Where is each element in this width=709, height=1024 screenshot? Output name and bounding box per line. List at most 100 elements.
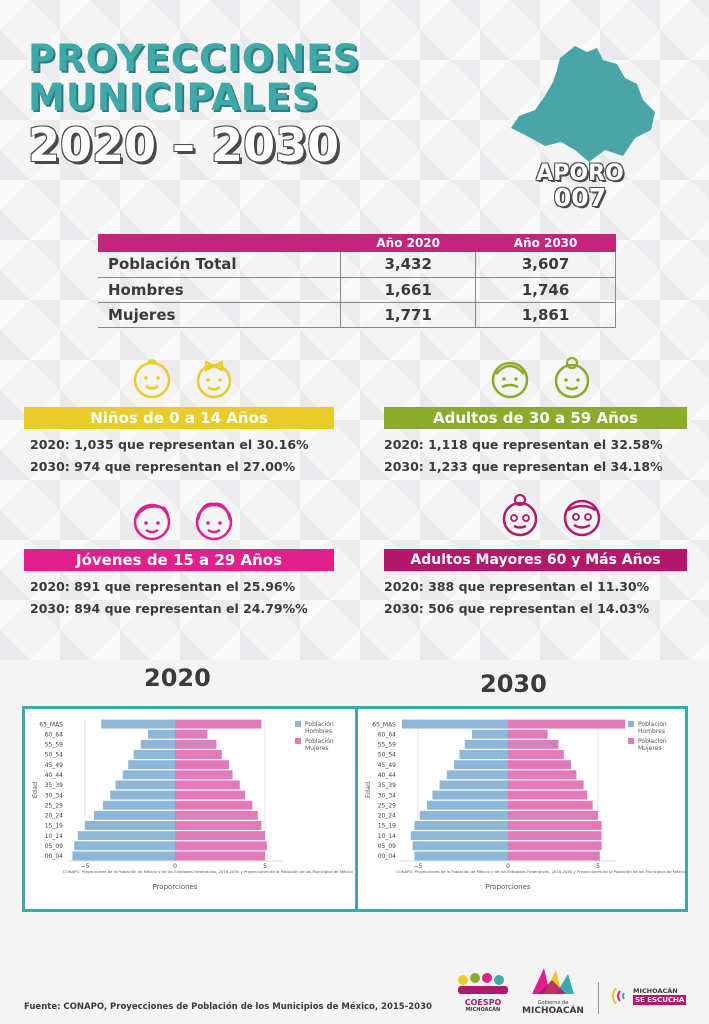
legend-label-1: Población bbox=[305, 738, 334, 745]
coespo-logo: COESPO MICHOACÁN bbox=[455, 972, 511, 1013]
y-axis-label: Edad bbox=[364, 782, 372, 798]
bar bbox=[85, 821, 175, 830]
bar bbox=[94, 810, 175, 820]
y-tick-label: 60_64 bbox=[378, 731, 396, 738]
bar bbox=[472, 729, 508, 739]
y-tick-label: 00_04 bbox=[378, 853, 396, 860]
title-line-1: PROYECCIONES bbox=[28, 37, 361, 80]
young-man-icon bbox=[133, 503, 171, 541]
y-tick-label: 15_19 bbox=[378, 823, 396, 830]
escucha-logo-text-2: SE ESCUCHA bbox=[633, 995, 687, 1005]
bar bbox=[72, 851, 175, 861]
table-header-2030: Año 2030 bbox=[475, 234, 616, 252]
legend-label-1: Población bbox=[638, 721, 667, 728]
y-tick-label: 65_MAS bbox=[372, 721, 396, 728]
x-axis-label: Proporciones bbox=[152, 883, 197, 891]
mayores-title-bar: Adultos Mayores 60 y Más Años bbox=[384, 549, 687, 571]
table-header-row: Año 2020 Año 2030 bbox=[98, 234, 616, 252]
population-pyramid-2030: 65_MAS 60_64 55_59 50_54 45_49 40_44 35_39 30_3… bbox=[364, 719, 686, 891]
y-tick-label: 25_29 bbox=[45, 802, 63, 809]
title-line-3: 2020 – 2030 bbox=[28, 118, 340, 172]
bar bbox=[175, 729, 208, 739]
bar bbox=[508, 841, 602, 851]
adultos-2020-line: 2020: 1,118 que representan el 32.58% bbox=[384, 437, 663, 452]
x-tick-label: −5 bbox=[81, 863, 90, 870]
bar bbox=[74, 841, 175, 851]
bar bbox=[508, 729, 548, 739]
y-tick-label: 20_24 bbox=[378, 813, 396, 820]
value-2030: 1,861 bbox=[475, 302, 616, 328]
elderly-woman-icon bbox=[502, 494, 538, 537]
bar bbox=[464, 739, 508, 749]
y-tick-label: 15_19 bbox=[45, 823, 63, 830]
chart-divider bbox=[355, 709, 358, 909]
jovenes-2020-line: 2020: 891 que representan el 25.96% bbox=[30, 579, 296, 594]
escucha-logo-text-1: MICHOACÁN bbox=[633, 987, 678, 995]
y-axis-label: Edad bbox=[31, 782, 39, 798]
jovenes-title-bar: Jóvenes de 15 a 29 Años bbox=[24, 549, 334, 571]
legend-label-1: Población bbox=[638, 738, 667, 745]
bar bbox=[412, 841, 508, 851]
jovenes-icons bbox=[130, 498, 236, 542]
legend-swatch bbox=[628, 721, 634, 727]
ninos-icons bbox=[130, 356, 236, 400]
chart-2030-year: 2030 bbox=[480, 670, 547, 698]
legend-label-1: Población bbox=[305, 721, 334, 728]
adultos-2030-line: 2030: 1,233 que representan el 34.18% bbox=[384, 459, 663, 474]
bar bbox=[508, 851, 600, 861]
population-table: Año 2020 Año 2030 Población Total 3,432 … bbox=[98, 234, 616, 328]
bar bbox=[508, 790, 588, 800]
value-2020: 1,661 bbox=[340, 277, 477, 303]
legend-label-2: Hombres bbox=[305, 728, 332, 735]
value-2020: 1,771 bbox=[340, 302, 477, 328]
x-axis-label: Proporciones bbox=[485, 883, 530, 891]
bar bbox=[133, 750, 175, 759]
bar bbox=[454, 760, 508, 770]
municipality-code: 007 bbox=[553, 183, 607, 213]
bar bbox=[432, 790, 508, 800]
bar bbox=[175, 821, 262, 830]
y-tick-label: 10_14 bbox=[378, 833, 396, 840]
mayores-icons bbox=[498, 494, 604, 538]
bar bbox=[508, 780, 584, 790]
bar bbox=[175, 750, 222, 759]
page-title: PROYECCIONES MUNICIPALES 2020 – 2030 bbox=[28, 40, 360, 168]
mayores-2030-line: 2030: 506 que representan el 14.03% bbox=[384, 601, 650, 616]
y-tick-label: 45_49 bbox=[378, 762, 396, 769]
coespo-logo-text-2: MICHOACÁN bbox=[465, 1007, 501, 1013]
y-tick-label: 40_44 bbox=[45, 772, 63, 779]
adult-woman-icon bbox=[554, 356, 590, 399]
population-pyramid-2020: 65_MAS 60_64 55_59 50_54 45_49 40_44 35_39 30_3… bbox=[31, 719, 353, 891]
bar bbox=[414, 851, 508, 861]
adultos-icons bbox=[488, 356, 594, 400]
y-tick-label: 30_34 bbox=[378, 792, 396, 799]
bar bbox=[175, 810, 258, 820]
bar bbox=[427, 800, 508, 810]
adultos-title-bar: Adultos de 30 a 59 Años bbox=[384, 407, 687, 429]
mayores-2020-line: 2020: 388 que representan el 11.30% bbox=[384, 579, 650, 594]
legend-label-2: Mujeres bbox=[638, 745, 662, 752]
bar bbox=[175, 719, 262, 729]
bar bbox=[446, 770, 508, 780]
bar bbox=[459, 750, 508, 759]
bar bbox=[175, 851, 265, 861]
coespo-logo-text-1: COESPO bbox=[464, 998, 502, 1007]
bar bbox=[128, 760, 175, 770]
sound-waves-icon bbox=[612, 987, 625, 1005]
table-row: Hombres 1,661 1,746 bbox=[98, 277, 616, 303]
young-woman-icon bbox=[195, 502, 233, 541]
y-tick-label: 10_14 bbox=[45, 833, 63, 840]
row-label: Hombres bbox=[98, 277, 342, 303]
bar bbox=[508, 800, 593, 810]
row-label: Población Total bbox=[98, 252, 342, 278]
bar bbox=[508, 810, 598, 820]
bar bbox=[414, 821, 508, 830]
bar bbox=[175, 800, 253, 810]
michoacan-se-escucha-logo: MICHOACÁN SE ESCUCHA bbox=[608, 984, 704, 1008]
y-tick-label: 20_24 bbox=[45, 813, 63, 820]
bar bbox=[410, 831, 508, 841]
elderly-man-icon bbox=[563, 499, 601, 537]
y-tick-label: 55_59 bbox=[45, 742, 63, 749]
bar bbox=[148, 729, 175, 739]
bar bbox=[175, 739, 217, 749]
